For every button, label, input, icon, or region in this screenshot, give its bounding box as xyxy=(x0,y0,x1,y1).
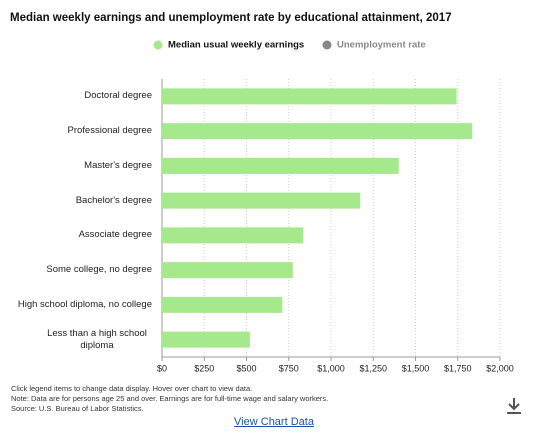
footnote: Source: U.S. Bureau of Labor Statistics. xyxy=(11,404,144,413)
y-tick-label: Some college, no degree xyxy=(46,264,152,276)
bar xyxy=(162,88,457,105)
x-tick-label: $1,750 xyxy=(444,363,472,373)
x-tick-label: $1,000 xyxy=(317,363,345,373)
bar xyxy=(162,331,250,348)
legend-swatch xyxy=(322,40,332,50)
x-tick-label: $1,500 xyxy=(402,363,430,373)
x-tick-label: $0 xyxy=(157,363,167,373)
download-icon[interactable] xyxy=(507,398,521,414)
y-tick-label: Master's degree xyxy=(84,159,152,171)
x-tick-label: $2,000 xyxy=(486,363,514,373)
bar xyxy=(162,262,293,279)
bar xyxy=(162,296,283,313)
footnote: Click legend items to change data displa… xyxy=(11,384,253,393)
legend-label: Unemployment rate xyxy=(337,40,426,51)
x-tick-label: $1,250 xyxy=(359,363,387,373)
footnote: Note: Data are for persons age 25 and ov… xyxy=(11,394,329,403)
y-tick-label: Associate degree xyxy=(78,229,152,241)
x-tick-label: $250 xyxy=(194,363,214,373)
chart-title: Median weekly earnings and unemployment … xyxy=(10,12,452,24)
y-tick-label: Less than a high school diploma xyxy=(47,327,147,351)
x-tick-label: $750 xyxy=(279,363,299,373)
bar xyxy=(162,123,473,140)
view-chart-data-link[interactable]: View Chart Data xyxy=(234,416,314,428)
bar xyxy=(162,192,361,209)
y-tick-label: High school diploma, no college xyxy=(17,298,152,310)
legend-label: Median usual weekly earnings xyxy=(168,40,304,51)
y-tick-label: Professional degree xyxy=(67,125,153,137)
bar xyxy=(162,157,399,174)
icon-stroke xyxy=(508,403,520,411)
bar xyxy=(162,227,304,244)
y-tick-label: Doctoral degree xyxy=(84,90,152,102)
y-tick-label: Bachelor's degree xyxy=(75,194,152,206)
legend-swatch xyxy=(153,40,163,50)
x-tick-label: $500 xyxy=(236,363,256,373)
